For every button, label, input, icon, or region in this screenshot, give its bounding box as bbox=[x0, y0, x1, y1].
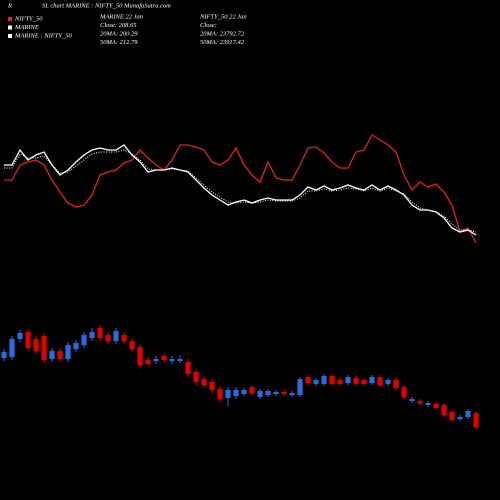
candle-body bbox=[297, 379, 303, 395]
candle-body bbox=[17, 333, 23, 339]
candle-body bbox=[233, 390, 239, 396]
candle-body bbox=[353, 378, 359, 384]
candle-body bbox=[41, 336, 47, 360]
candle-body bbox=[177, 359, 183, 361]
info-text: MARINE 22 Jan bbox=[99, 13, 143, 20]
legend-label: MARINE : NIFTY_50 bbox=[14, 32, 72, 39]
candle-body bbox=[9, 339, 15, 357]
candle-body bbox=[385, 380, 391, 384]
candle-body bbox=[265, 391, 271, 395]
candle-body bbox=[121, 335, 127, 341]
candle-body bbox=[281, 392, 287, 394]
candle-body bbox=[433, 404, 439, 408]
candle-body bbox=[257, 391, 263, 397]
candle-body bbox=[97, 328, 103, 338]
legend-swatch bbox=[8, 17, 12, 21]
candle-body bbox=[65, 345, 71, 359]
candle-body bbox=[425, 403, 431, 405]
candle-body bbox=[209, 382, 215, 390]
chart-mark: R bbox=[7, 2, 12, 9]
candle-body bbox=[33, 339, 39, 351]
series-line bbox=[4, 144, 477, 236]
candle-body bbox=[89, 332, 95, 338]
candle-body bbox=[49, 351, 55, 359]
candle-body bbox=[201, 379, 207, 385]
candle-body bbox=[169, 359, 175, 361]
candle-body bbox=[441, 405, 447, 415]
candle-body bbox=[337, 380, 343, 384]
candle-body bbox=[73, 343, 79, 349]
info-text: 50MA: 23917.42 bbox=[200, 39, 245, 46]
candle-body bbox=[345, 377, 351, 383]
info-text: NIFTY_50 22 Jan bbox=[199, 13, 247, 20]
legend-label: NIFTY_50 bbox=[14, 15, 43, 22]
candle-body bbox=[105, 335, 111, 341]
legend-swatch bbox=[8, 25, 12, 30]
series-line bbox=[4, 134, 477, 244]
candle-body bbox=[465, 411, 471, 417]
info-text: Close: 208.65 bbox=[100, 22, 137, 29]
candle-body bbox=[417, 401, 423, 403]
candle-body bbox=[321, 376, 327, 384]
candle-body bbox=[393, 380, 399, 388]
info-text: 20MA: 200.29 bbox=[100, 30, 138, 37]
candle-body bbox=[449, 412, 455, 420]
candle-body bbox=[329, 376, 335, 384]
candle-body bbox=[145, 360, 151, 364]
candle-body bbox=[409, 399, 415, 401]
candle-body bbox=[57, 351, 63, 359]
info-text: 50MA: 212.79 bbox=[100, 39, 138, 46]
candle-body bbox=[25, 332, 31, 348]
chart-title: SL chart MARINE : NIFTY_50 MunafaSutra.c… bbox=[42, 2, 171, 9]
info-text: 20MA: 23792.72 bbox=[200, 30, 245, 37]
candle-body bbox=[193, 372, 199, 382]
candle-body bbox=[473, 413, 479, 427]
candle-body bbox=[313, 380, 319, 384]
candle-body bbox=[129, 341, 135, 349]
candle-body bbox=[1, 352, 7, 358]
candle-body bbox=[161, 356, 167, 360]
candle-body bbox=[289, 393, 295, 395]
info-text: Close: bbox=[200, 22, 217, 29]
candle-body bbox=[185, 362, 191, 374]
candle-body bbox=[153, 359, 159, 361]
candle-body bbox=[137, 347, 143, 365]
candle-body bbox=[225, 390, 231, 398]
candle-body bbox=[361, 380, 367, 384]
candle-body bbox=[241, 390, 247, 394]
candle-body bbox=[249, 387, 255, 393]
candle-body bbox=[273, 392, 279, 394]
candle-body bbox=[81, 335, 87, 345]
candle-body bbox=[217, 389, 223, 399]
candle-body bbox=[305, 377, 311, 383]
candle-body bbox=[457, 417, 463, 419]
candle-body bbox=[401, 387, 407, 397]
legend-swatch bbox=[8, 34, 12, 38]
candle-body bbox=[369, 377, 375, 383]
candle-body bbox=[377, 377, 383, 385]
legend-label: MARINE bbox=[14, 24, 39, 31]
candle-body bbox=[113, 331, 119, 341]
